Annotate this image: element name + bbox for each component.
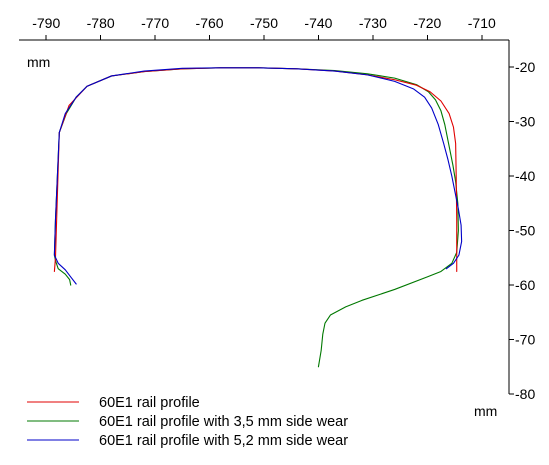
y-tick-label: -50 — [515, 223, 535, 239]
y-tick-label: -60 — [515, 277, 535, 293]
x-tick-label: -730 — [359, 15, 387, 31]
series-line-1 — [53, 67, 458, 273]
legend-label-1: 60E1 rail profile — [99, 395, 200, 411]
y-tick-label: -40 — [515, 168, 535, 184]
y-tick-label: -80 — [515, 386, 535, 402]
x-tick-label: -780 — [87, 15, 115, 31]
x-tick-label: -740 — [304, 15, 332, 31]
y-tick-label: -30 — [515, 114, 535, 130]
x-tick-label: -720 — [413, 15, 441, 31]
y-tick-label: -20 — [515, 59, 535, 75]
x-tick-label: -710 — [468, 15, 496, 31]
y-tick-label: -70 — [515, 332, 535, 348]
legend: 60E1 rail profile 60E1 rail profile with … — [27, 395, 348, 449]
x-tick-label: -750 — [250, 15, 278, 31]
legend-label-2: 60E1 rail profile with 3,5 mm side wear — [99, 414, 348, 430]
x-unit-label: mm — [27, 54, 50, 70]
x-tick-label: -770 — [141, 15, 169, 31]
legend-label-3: 60E1 rail profile with 5,2 mm side wear — [99, 433, 348, 449]
x-tick-label: -790 — [32, 15, 60, 31]
series-line-2 — [53, 67, 459, 368]
x-tick-label: -760 — [196, 15, 224, 31]
series-line-3 — [53, 67, 463, 285]
y-unit-label: mm — [474, 403, 497, 419]
